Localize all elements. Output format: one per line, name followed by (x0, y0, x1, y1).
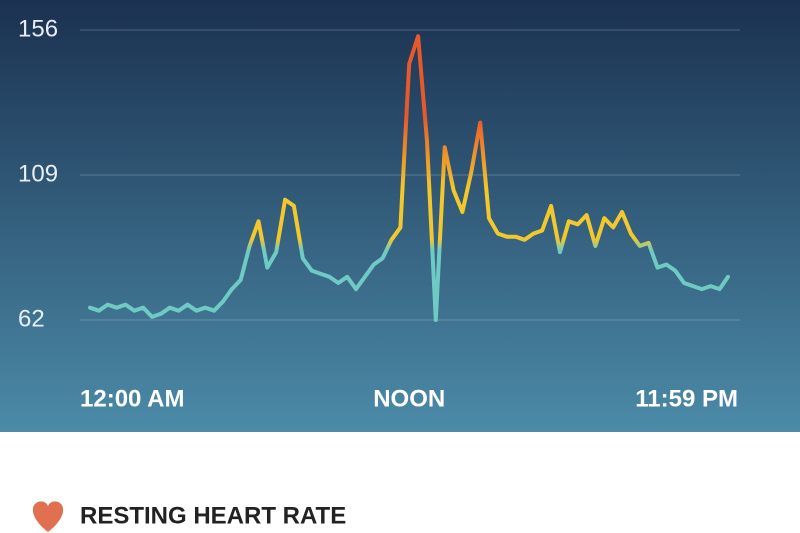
y-tick-label: 62 (18, 305, 45, 332)
x-tick-label: 12:00 AM (80, 385, 184, 412)
heart-rate-line (88, 34, 730, 322)
y-tick-label: 156 (18, 15, 58, 42)
footer-label: RESTING HEART RATE (80, 502, 346, 529)
heart-icon (32, 501, 64, 532)
plot: 62 109 156 12:00 AM NOON 11:59 PM (18, 15, 740, 412)
x-tick-label: 11:59 PM (635, 385, 738, 412)
y-tick-label: 109 (18, 160, 58, 187)
x-tick-label: NOON (373, 385, 445, 412)
